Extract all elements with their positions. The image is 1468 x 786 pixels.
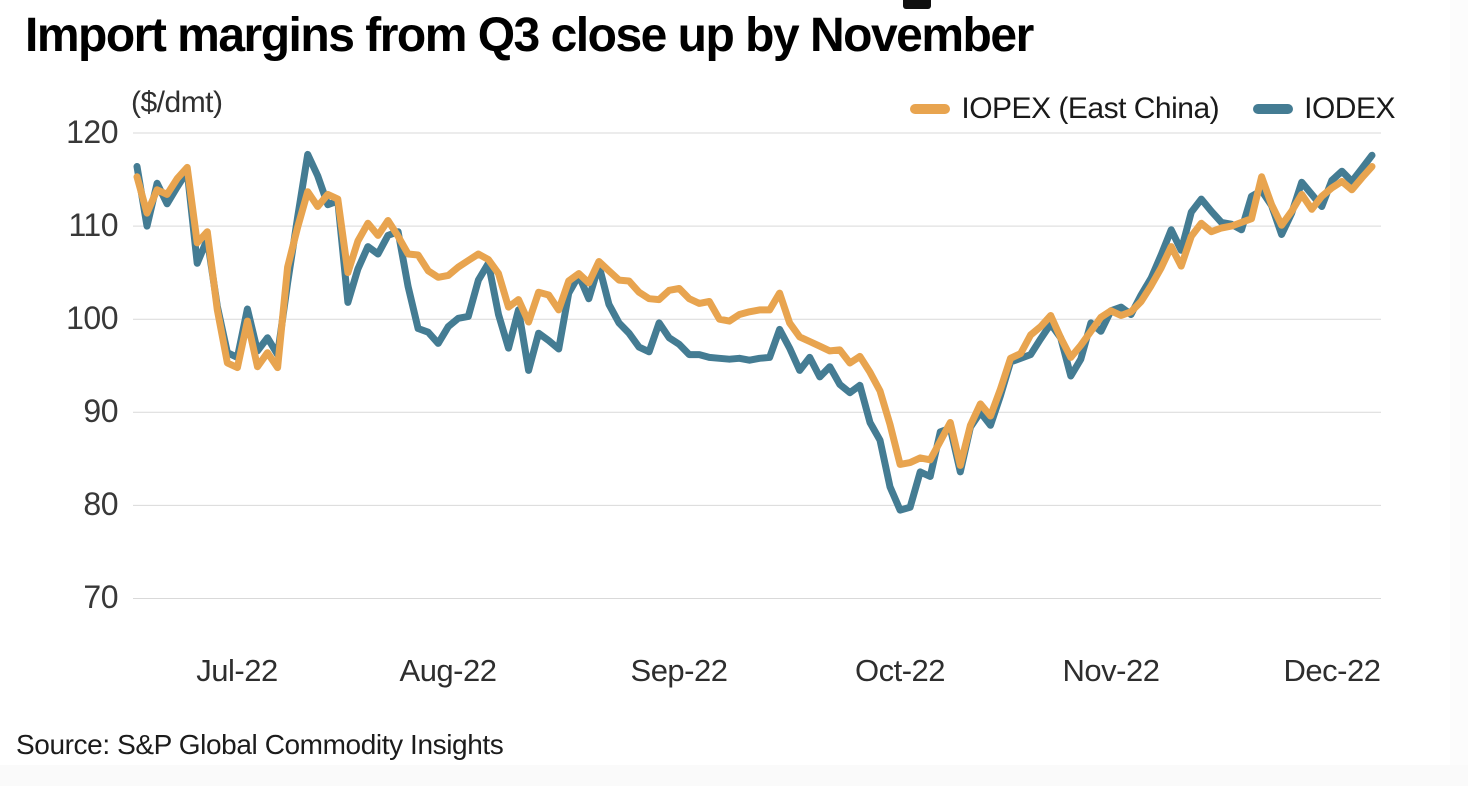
y-tick-80: 80 [83, 486, 118, 522]
legend-swatch-iopex [910, 104, 951, 114]
legend-swatch-iodex [1253, 104, 1294, 114]
x-tick-nov22: Nov-22 [1062, 653, 1160, 688]
legend-item-iopex: IOPEX (East China) [910, 92, 1220, 126]
x-tick-jul22: Jul-22 [196, 653, 278, 688]
y-tick-70: 70 [83, 579, 118, 615]
y-tick-110: 110 [68, 207, 118, 243]
page-bottom-margin [0, 765, 1468, 786]
y-axis-unit-label: ($/dmt) [131, 86, 223, 119]
x-tick-sep22: Sep-22 [630, 653, 728, 688]
y-tick-90: 90 [83, 393, 118, 429]
x-tick-aug22: Aug-22 [399, 653, 497, 688]
cropped-text-fragment [903, 0, 931, 9]
series-line-iodex [133, 150, 1376, 514]
source-attribution: Source: S&P Global Commodity Insights [16, 729, 504, 760]
legend-label-iopex: IOPEX (East China) [961, 92, 1220, 125]
chart-title: Import margins from Q3 close up by Novem… [25, 9, 1034, 62]
page-right-margin [1450, 0, 1468, 786]
x-tick-dec22: Dec-22 [1283, 653, 1381, 688]
y-tick-100: 100 [66, 300, 118, 336]
y-tick-120: 120 [66, 114, 118, 150]
legend: IOPEX (East China) IODEX [910, 92, 1395, 126]
x-tick-oct22: Oct-22 [854, 653, 946, 688]
legend-label-iodex: IODEX [1304, 92, 1395, 125]
legend-item-iodex: IODEX [1253, 92, 1395, 126]
series-line-iopex-east-china [133, 163, 1376, 469]
